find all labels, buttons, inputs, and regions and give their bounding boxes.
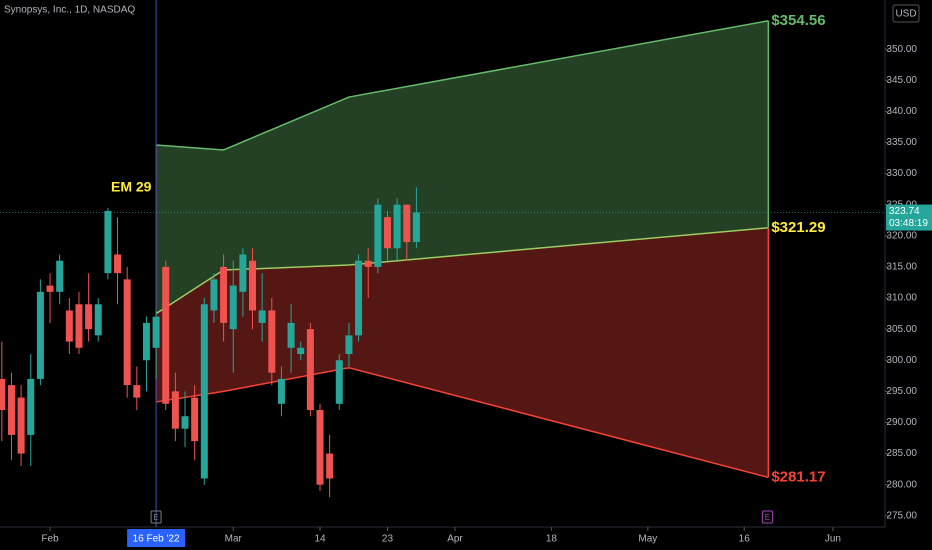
candle-body [210,279,218,311]
event-marker [761,510,773,524]
x-tick-label: Apr [447,534,463,545]
x-tick-label: Feb [41,534,59,545]
crosshair-date-box [127,529,186,547]
upper-band-line [156,20,769,151]
event-label: E [153,513,158,522]
y-tick-label: 350.00 [886,44,917,55]
x-tick-label: May [638,534,657,545]
x-tick-label: Jun [825,534,841,545]
crosshair-date: 16 Feb '22 [133,534,180,545]
candle-body [364,260,372,267]
candle-body [335,360,343,404]
y-tick-label: 310.00 [886,293,917,304]
candle-body [94,304,102,336]
candle-body [46,285,54,292]
candle-body [268,310,276,373]
band-label: $354.56 [771,12,825,29]
candle-body [412,212,420,243]
candle-body [229,285,237,330]
candle-body [287,322,295,348]
lower-band-area [156,227,769,478]
lower-band-line [155,366,769,479]
candle-body [56,260,64,292]
currency-box [892,4,920,23]
candle-body [75,304,83,348]
last-price-label: 323.74 [889,206,920,217]
y-tick-label: 275.00 [886,510,917,521]
candle-body [249,260,257,311]
candle-body [191,397,199,442]
candle-body [181,416,189,429]
candle-body [200,304,208,479]
y-tick-label: 280.00 [886,479,917,490]
candle-body [104,210,112,274]
candle-body [133,385,141,398]
candle-body [162,266,170,404]
y-tick-label: 305.00 [886,324,917,335]
y-tick-label: 315.00 [886,262,917,273]
candle-body [326,453,334,479]
x-tick-label: Mar [225,534,243,545]
candle-body [239,254,247,292]
candle-body [152,316,160,348]
candle-body [65,310,73,342]
x-tick-label: 16 [739,534,751,545]
x-tick-label: 18 [546,534,558,545]
candle-body [355,260,363,336]
candle-body [297,347,305,355]
chart-title: Synopsys, Inc., 1D, NASDAQ [4,5,135,16]
band-label: $321.29 [771,219,825,236]
candle-body [345,335,353,355]
candle-body [36,291,44,379]
x-tick-label: 14 [314,534,326,545]
y-tick-label: 320.00 [886,230,917,241]
candle-body [277,378,285,404]
y-tick-label: 295.00 [886,386,917,397]
y-tick-label: 285.00 [886,448,917,459]
candle-body [171,391,179,429]
annotation: EM 29 [111,179,152,195]
candle-body [27,378,35,435]
candle-body [306,329,314,411]
candle-body [403,204,411,243]
candle-body [142,322,150,361]
candle-body [220,266,228,323]
y-tick-label: 345.00 [886,75,917,86]
x-tick-label: 23 [382,534,394,545]
candle-body [383,217,391,249]
y-tick-label: 335.00 [886,137,917,148]
candle-body [123,279,131,386]
event-label: E [765,513,770,522]
y-tick-label: 340.00 [886,106,917,117]
candle-body [7,385,15,435]
candle-body [17,397,25,454]
last-price-box [886,204,932,231]
event-marker [150,510,162,524]
candle-body [374,204,382,267]
y-tick-label: 300.00 [886,355,917,366]
upper-band-area [156,20,769,314]
countdown-label: 03:48:19 [889,218,928,229]
candle-body [258,310,266,323]
candle-body [393,204,401,249]
candle-body [316,410,324,485]
currency: USD [895,9,916,20]
middle-band-line [155,227,769,315]
y-tick-label: 330.00 [886,168,917,179]
candle-body [114,254,122,274]
band-label: $281.17 [771,468,825,485]
candle-body [85,304,93,330]
y-tick-label: 290.00 [886,417,917,428]
candle-body [0,378,6,411]
